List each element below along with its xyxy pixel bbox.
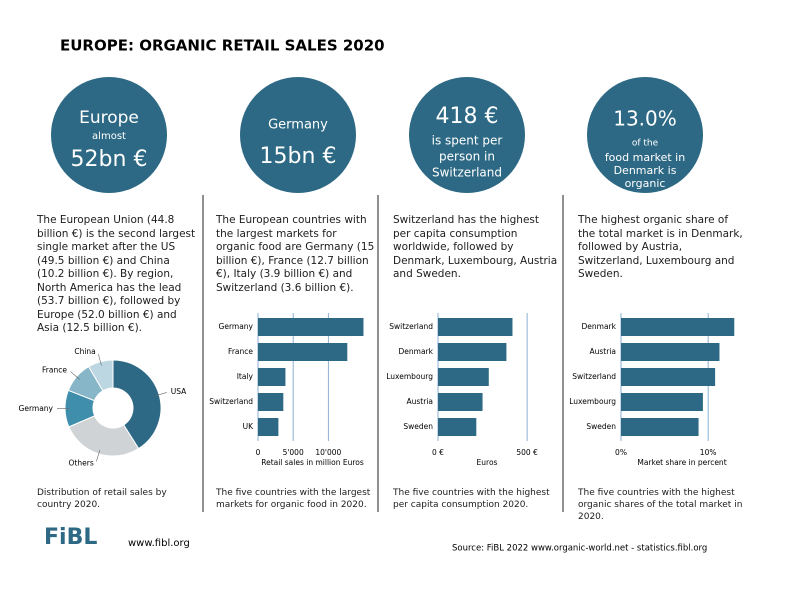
circle-text: Europe — [79, 108, 139, 128]
circle-text: food market in — [605, 151, 685, 164]
circle-text: 15bn € — [260, 144, 337, 169]
bar-chart: 0% 10% Denmark Austria Switzerland Luxembourg… — [569, 313, 735, 467]
y-tick-label: Switzerland — [209, 397, 253, 406]
x-axis-label: Euros — [477, 458, 498, 467]
x-tick-label: 0% — [615, 448, 627, 457]
y-tick-label: Denmark — [582, 322, 617, 331]
x-tick-label: 10% — [700, 448, 717, 457]
bar — [258, 343, 348, 361]
y-tick-label: France — [228, 347, 253, 356]
y-tick-label: Switzerland — [572, 372, 616, 381]
pie-slice — [68, 415, 140, 457]
bar — [438, 393, 483, 411]
caption: The five countries with the highest orga… — [578, 488, 743, 522]
bar — [258, 393, 284, 411]
slice-label: China — [74, 347, 95, 356]
bar — [258, 368, 286, 386]
bar — [621, 393, 703, 411]
slice-label: Others — [69, 458, 94, 467]
circle-badge — [587, 77, 703, 193]
bar — [258, 318, 364, 336]
y-tick-label: Austria — [590, 347, 617, 356]
leader-line — [155, 392, 167, 397]
y-tick-label: Sweden — [403, 422, 433, 431]
bar — [621, 343, 720, 361]
leader-line — [98, 353, 102, 366]
x-tick-label: 10'000 — [315, 448, 341, 457]
x-tick-label: 0 — [256, 448, 261, 457]
circle-text: 418 € — [436, 104, 499, 129]
bar — [438, 368, 489, 386]
y-tick-label: Luxembourg — [569, 397, 616, 406]
description: The European Union (44.8 billion €) is t… — [37, 214, 196, 334]
y-tick-label: Italy — [237, 372, 254, 381]
bar — [438, 418, 477, 436]
source: Source: FiBL 2022 www.organic-world.net … — [452, 544, 707, 554]
caption: The five countries with the largest mark… — [216, 488, 371, 510]
circle-text: 52bn € — [71, 147, 148, 172]
y-tick-label: Sweden — [586, 422, 616, 431]
logo: FiBL — [44, 525, 97, 550]
caption: The five countries with the highest per … — [393, 488, 550, 510]
circle-text: Germany — [268, 118, 328, 133]
x-tick-label: 500 € — [516, 448, 538, 457]
circle-text: Switzerland — [432, 166, 502, 180]
slice-label: USA — [171, 387, 187, 396]
bar — [621, 368, 716, 386]
circle-badge — [51, 77, 167, 193]
x-axis-label: Retail sales in million Euros — [261, 458, 364, 467]
pie-slice — [87, 359, 114, 392]
circle-text: 13.0% — [613, 107, 677, 131]
bar-chart: 0 5'000 10'000 Germany France Italy Switzerlan… — [209, 313, 364, 467]
bar — [258, 418, 279, 436]
x-tick-label: 5'000 — [283, 448, 304, 457]
circle-text: person in — [439, 150, 495, 164]
circle-badge — [409, 77, 525, 193]
description: The highest organic share of the total m… — [578, 214, 743, 280]
y-tick-label: Germany — [219, 322, 254, 331]
leader-line — [96, 449, 101, 462]
slice-label: France — [42, 365, 67, 374]
leader-line — [70, 371, 80, 380]
circle-text: is spent per — [432, 134, 503, 148]
bar — [621, 318, 735, 336]
circle-badge — [240, 77, 356, 193]
y-tick-label: Austria — [407, 397, 434, 406]
bar — [438, 318, 513, 336]
bar — [621, 418, 699, 436]
url: www.fibl.org — [128, 538, 190, 549]
circle-text: organic — [625, 177, 666, 190]
y-tick-label: Luxembourg — [386, 372, 433, 381]
description: Switzerland has the highest per capita c… — [393, 214, 558, 280]
circle-text: of the — [632, 139, 659, 149]
y-tick-label: UK — [243, 422, 254, 431]
x-axis-label: Market share in percent — [637, 458, 726, 467]
y-tick-label: Switzerland — [389, 322, 433, 331]
y-tick-label: Denmark — [399, 347, 434, 356]
circle-text: almost — [92, 131, 126, 142]
title: EUROPE: ORGANIC RETAIL SALES 2020 — [60, 37, 385, 55]
bar — [438, 343, 507, 361]
x-tick-label: 0 € — [432, 448, 444, 457]
circle-text: Denmark is — [614, 164, 677, 177]
slice-label: Germany — [19, 404, 54, 413]
caption: Distribution of retail sales by country … — [37, 488, 167, 510]
description: The European countries with the largest … — [216, 214, 375, 294]
bar-chart: 0 € 500 € Switzerland Denmark Luxembourg Aust… — [386, 313, 538, 467]
